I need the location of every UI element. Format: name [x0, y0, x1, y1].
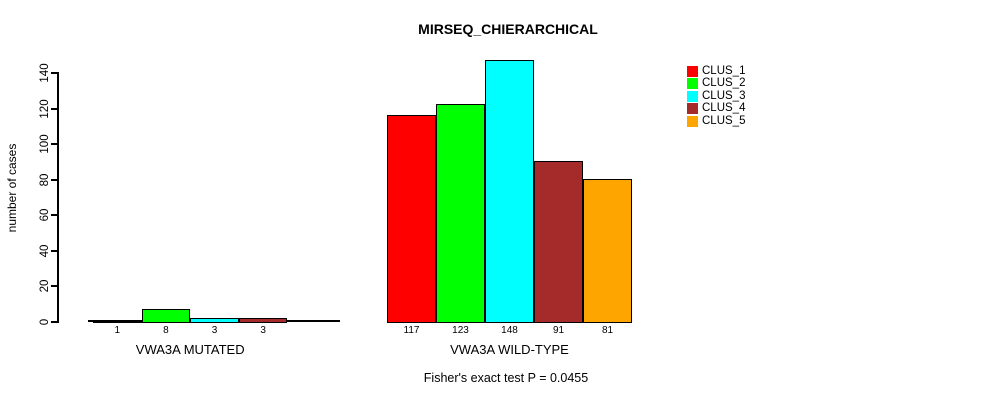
- y-axis-tick: [51, 71, 57, 74]
- group-label: VWA3A WILD-TYPE: [450, 342, 569, 357]
- y-axis-tick: [51, 107, 57, 110]
- legend-swatch-icon: [687, 115, 698, 127]
- bar-value-label: 3: [260, 325, 266, 336]
- bar-value-label: 8: [163, 325, 169, 336]
- bar-value-label: 81: [601, 325, 614, 336]
- y-axis-tick-label: 80: [39, 173, 51, 187]
- y-axis-tick-label: 60: [39, 208, 51, 222]
- group-label: VWA3A MUTATED: [135, 342, 245, 357]
- y-axis-tick-label: 0: [39, 318, 51, 326]
- y-axis-tick: [51, 285, 57, 288]
- bar-value-label: 117: [403, 325, 420, 336]
- bar-clus_1: [387, 115, 436, 323]
- legend-swatch-icon: [687, 103, 698, 114]
- legend-item-label: CLUS_3: [702, 89, 746, 102]
- legend-swatch-icon: [687, 65, 698, 77]
- legend-item-label: CLUS_4: [702, 102, 746, 114]
- y-axis-tick-label: 20: [39, 280, 51, 293]
- bar-value-label: 123: [452, 325, 469, 336]
- bar-value-label: 1: [114, 325, 121, 336]
- legend-item-label: CLUS_1: [702, 64, 746, 77]
- bar-value-label: 148: [501, 325, 518, 336]
- bar-clus_2: [436, 104, 485, 323]
- legend-item-label: CLUS_2: [702, 77, 746, 89]
- y-axis-tick: [51, 178, 57, 181]
- chart-title: MIRSEQ_CHIERARCHICAL: [418, 21, 598, 37]
- y-axis-tick-label: 140: [39, 63, 51, 83]
- legend-swatch-icon: [687, 90, 698, 102]
- legend-item: CLUS_4: [687, 102, 746, 115]
- bar-clus_4: [239, 318, 287, 323]
- y-axis-tick-label: 40: [39, 244, 51, 258]
- bar-clus_5: [583, 179, 632, 323]
- bar-clus_2: [142, 309, 190, 323]
- y-axis-label: number of cases: [5, 143, 19, 233]
- bar-clus_3: [485, 60, 534, 323]
- legend-item: CLUS_3: [687, 90, 745, 102]
- bar-clus_1: [93, 321, 142, 323]
- legend-item: CLUS_1: [687, 65, 745, 77]
- legend-item-label: CLUS_5: [702, 114, 746, 127]
- legend-swatch-icon: [687, 78, 698, 89]
- bar-value-label: 3: [211, 325, 218, 336]
- bar-value-label: 91: [552, 325, 565, 336]
- bar-clus_4: [534, 161, 583, 323]
- y-axis-tick: [51, 249, 57, 252]
- y-axis-tick: [51, 321, 57, 323]
- y-axis-tick-label: 100: [39, 134, 51, 154]
- y-axis-tick-label: 120: [39, 98, 51, 119]
- y-axis-tick: [51, 143, 57, 146]
- legend-item: CLUS_5: [687, 115, 745, 127]
- bar-clus_3: [190, 318, 239, 323]
- y-axis-tick: [51, 214, 57, 217]
- footnote-text: Fisher's exact test P = 0.0455: [423, 371, 589, 385]
- y-axis-line: [57, 72, 59, 323]
- legend-item: CLUS_2: [687, 77, 746, 90]
